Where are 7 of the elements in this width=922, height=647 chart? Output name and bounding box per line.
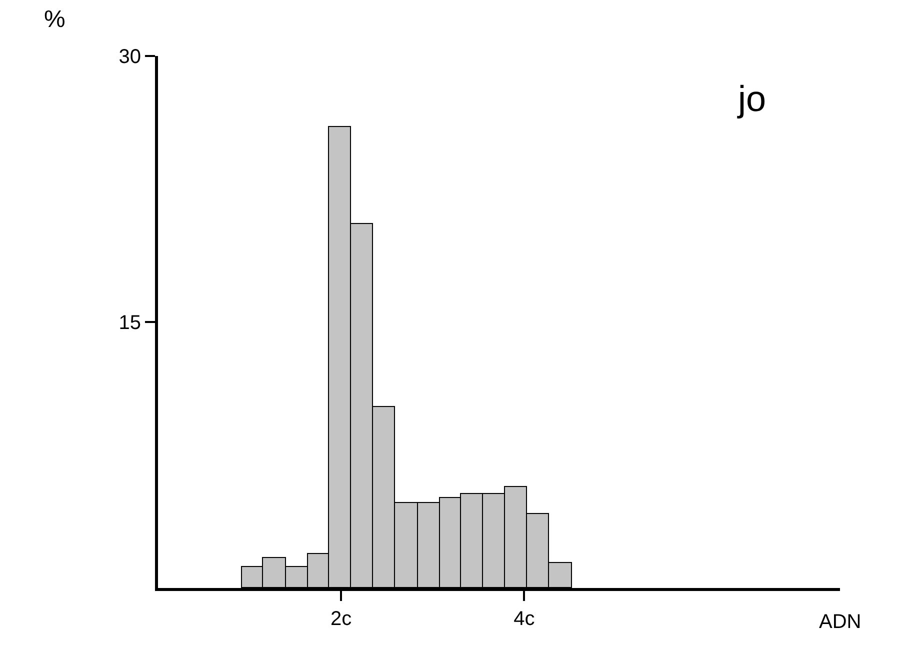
y-axis-title: %: [44, 6, 66, 33]
x-tick-label: 2c: [330, 608, 352, 630]
y-tick-label: 30: [118, 46, 141, 68]
x-tick-label: 4c: [514, 608, 535, 630]
y-tick-label: 15: [118, 312, 141, 334]
annotation: jo: [737, 78, 766, 119]
x-axis-title: ADN: [819, 611, 862, 633]
